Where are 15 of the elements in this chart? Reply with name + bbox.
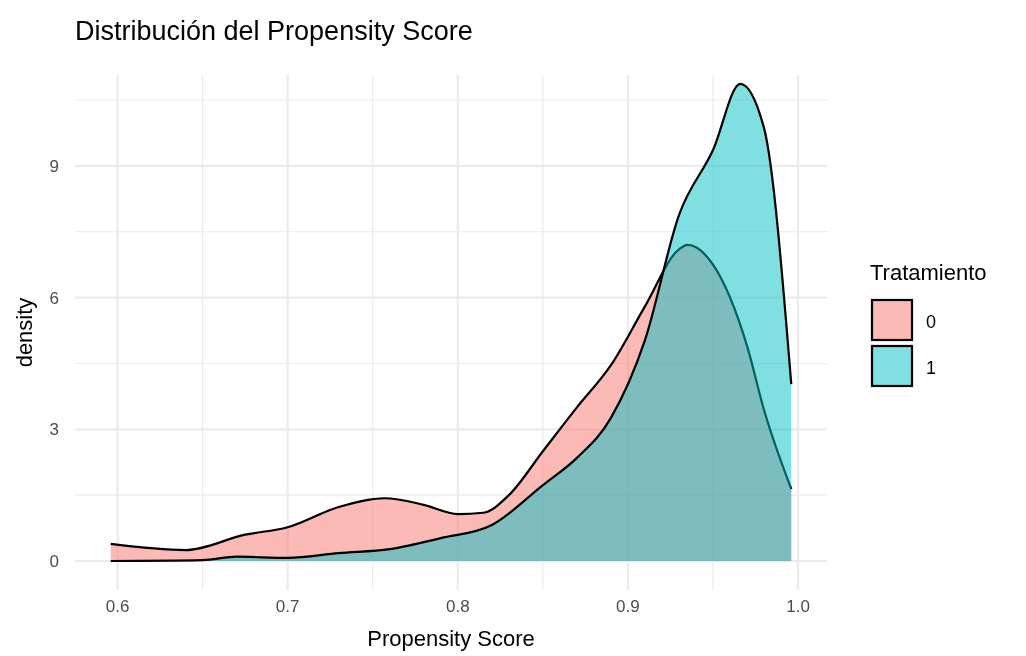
x-tick-label: 1.0 — [786, 597, 810, 616]
y-axis-title: density — [12, 297, 37, 368]
legend-title: Tratamiento — [870, 260, 987, 285]
y-tick-label: 9 — [49, 156, 59, 176]
x-axis-title: Propensity Score — [367, 626, 535, 651]
y-tick-label: 6 — [49, 288, 59, 308]
legend-label: 1 — [926, 358, 937, 378]
legend-label: 0 — [926, 312, 937, 332]
x-tick-label: 0.6 — [105, 597, 130, 616]
y-tick-label: 0 — [49, 552, 59, 572]
y-tick-label: 3 — [49, 420, 59, 440]
x-tick-label: 0.9 — [616, 597, 640, 616]
x-tick-label: 0.7 — [275, 597, 300, 616]
chart-title: Distribución del Propensity Score — [75, 16, 473, 46]
x-tick-label: 0.8 — [445, 597, 470, 616]
